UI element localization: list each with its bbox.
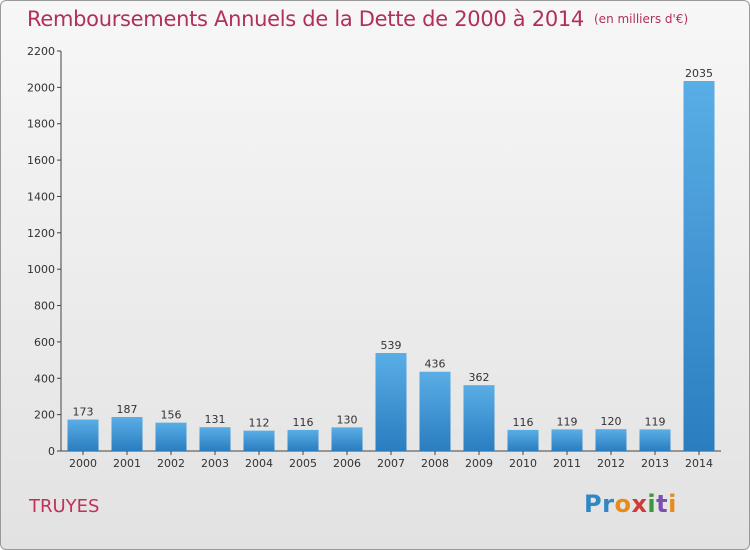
bar xyxy=(639,429,671,451)
bar xyxy=(375,353,407,451)
y-tick-label: 400 xyxy=(34,372,55,385)
logo-letters-1: Pr xyxy=(584,490,615,518)
proxiti-logo: Proxiti xyxy=(584,490,677,518)
x-tick-label: 2014 xyxy=(685,457,713,470)
data-label: 539 xyxy=(381,339,402,352)
data-label: 436 xyxy=(425,358,446,371)
data-label: 131 xyxy=(205,413,226,426)
y-tick-label: 1200 xyxy=(27,227,55,240)
x-tick-label: 2005 xyxy=(289,457,317,470)
x-tick-label: 2004 xyxy=(245,457,273,470)
bar xyxy=(507,429,539,451)
y-tick-label: 2000 xyxy=(27,81,55,94)
bar xyxy=(331,427,363,451)
data-label: 116 xyxy=(293,416,314,429)
x-tick-label: 2008 xyxy=(421,457,449,470)
data-label: 119 xyxy=(645,415,666,428)
data-label: 116 xyxy=(513,416,534,429)
x-tick-label: 2010 xyxy=(509,457,537,470)
bar xyxy=(419,371,451,451)
x-tick-label: 2001 xyxy=(113,457,141,470)
y-tick-label: 1600 xyxy=(27,154,55,167)
bar xyxy=(243,430,275,451)
data-label: 119 xyxy=(557,415,578,428)
bar xyxy=(67,419,99,451)
logo-letters-2: o xyxy=(614,490,632,518)
bar xyxy=(463,385,495,451)
bar xyxy=(595,429,627,451)
y-tick-label: 1400 xyxy=(27,190,55,203)
data-label: 173 xyxy=(73,406,94,419)
chart-title-text: Remboursements Annuels de la Dette de 20… xyxy=(27,7,584,31)
data-label: 362 xyxy=(469,371,490,384)
x-tick-label: 2013 xyxy=(641,457,669,470)
chart-unit: (en milliers d'€) xyxy=(594,12,689,26)
bar xyxy=(155,422,187,451)
logo-letters-4: i xyxy=(647,490,657,518)
x-tick-label: 2009 xyxy=(465,457,493,470)
x-tick-label: 2011 xyxy=(553,457,581,470)
bar xyxy=(683,81,715,451)
y-tick-label: 0 xyxy=(48,445,55,458)
x-tick-label: 2007 xyxy=(377,457,405,470)
bar xyxy=(199,427,231,451)
x-tick-label: 2012 xyxy=(597,457,625,470)
logo-letters-6: i xyxy=(668,490,677,518)
logo-letters-5: t xyxy=(656,490,669,518)
y-tick-label: 2200 xyxy=(27,45,55,58)
bar xyxy=(551,429,583,451)
data-label: 130 xyxy=(337,413,358,426)
x-tick-label: 2006 xyxy=(333,457,361,470)
data-label: 156 xyxy=(161,409,182,422)
y-tick-label: 200 xyxy=(34,409,55,422)
y-tick-label: 1000 xyxy=(27,263,55,276)
y-tick-label: 600 xyxy=(34,336,55,349)
bar xyxy=(287,429,319,451)
x-tick-label: 2000 xyxy=(69,457,97,470)
bar xyxy=(111,417,143,451)
y-tick-label: 1800 xyxy=(27,118,55,131)
y-tick-label: 800 xyxy=(34,300,55,313)
chart-title: Remboursements Annuels de la Dette de 20… xyxy=(27,7,688,31)
commune-name: TRUYES xyxy=(29,496,100,517)
data-label: 120 xyxy=(601,415,622,428)
data-label: 112 xyxy=(249,417,270,430)
x-tick-label: 2002 xyxy=(157,457,185,470)
logo-letters-3: x xyxy=(631,490,648,518)
data-label: 187 xyxy=(117,403,138,416)
x-tick-label: 2003 xyxy=(201,457,229,470)
data-label: 2035 xyxy=(685,67,713,80)
